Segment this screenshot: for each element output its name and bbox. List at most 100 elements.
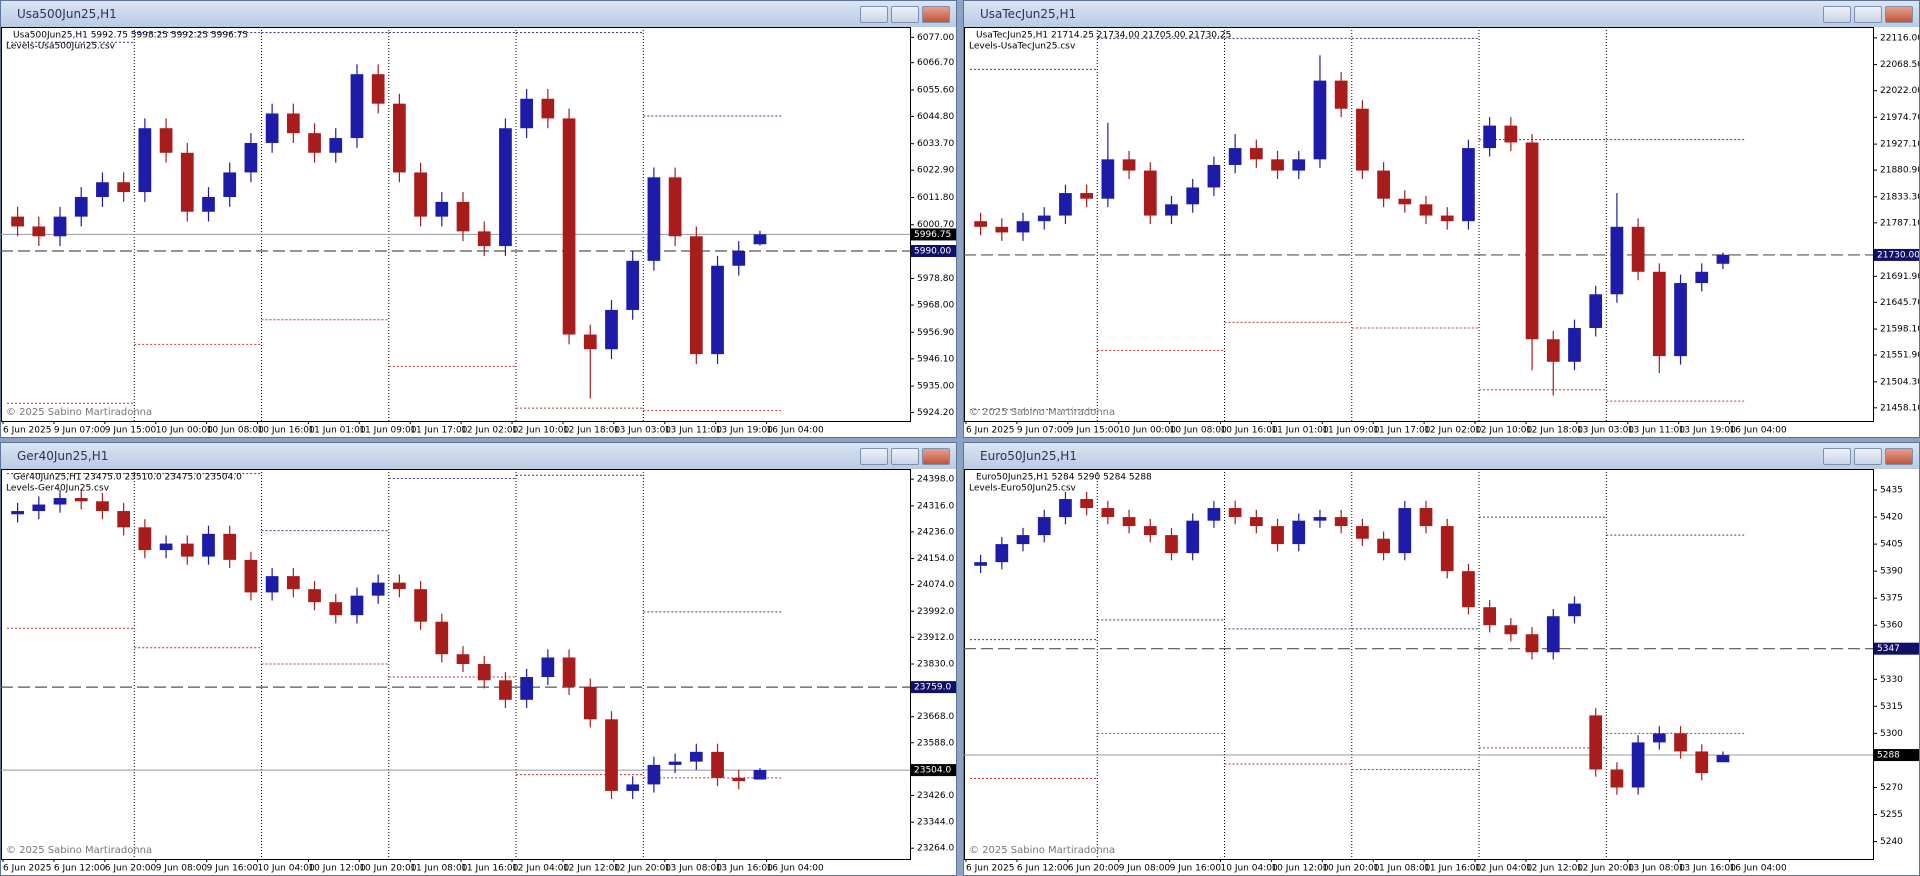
y-tick-label: 21787.10 — [1880, 218, 1919, 228]
x-tick-label: 10 Jun 20:00 — [359, 864, 416, 874]
candle-body — [1080, 499, 1094, 509]
x-tick-label: 16 Jun 04:00 — [1730, 864, 1787, 874]
candle-body — [1143, 526, 1157, 536]
copyright: © 2025 Sabino Martiradonna — [969, 845, 1115, 856]
candle-body — [711, 751, 724, 778]
candle-body — [711, 265, 724, 355]
candle-body — [244, 559, 258, 593]
y-tick-label: 23588.0 — [917, 738, 954, 748]
candle-body — [1186, 520, 1200, 554]
x-tick-label: 9 Jun 08:00 — [1119, 864, 1171, 874]
maximize-button[interactable] — [1854, 6, 1882, 23]
candle-body — [202, 196, 215, 212]
y-tick-label: 5420 — [1880, 513, 1903, 523]
candle-body — [1313, 80, 1327, 160]
x-tick-label: 6 Jun 2025 — [3, 864, 51, 874]
candle-body — [435, 621, 449, 655]
maximize-button[interactable] — [1854, 448, 1882, 465]
candle-body — [1652, 271, 1666, 357]
candle-body — [11, 511, 24, 515]
candle-body — [562, 118, 576, 335]
candle-body — [1525, 142, 1539, 340]
chart: 5435 5420 5405 5390 5375 5360 5330 5315 5300 5270… — [964, 469, 1919, 874]
window-buttons — [860, 448, 950, 465]
candle-body — [1462, 148, 1475, 222]
close-button[interactable] — [922, 448, 950, 465]
candle-body — [520, 98, 534, 129]
x-tick-label: 12 Jun 12:00 — [563, 864, 620, 874]
candle-body — [1483, 125, 1497, 149]
symbol-info: Euro50Jun25,H1 5284 5290 5284 5288 — [976, 473, 1152, 483]
candle-body — [53, 216, 67, 237]
y-tick-label: 24316.0 — [917, 501, 954, 511]
candle-body — [117, 182, 131, 193]
y-tick-label: 24398.0 — [917, 475, 954, 485]
candle-body — [626, 784, 640, 791]
y-tick-label: 22022.00 — [1880, 86, 1919, 96]
y-tick-label: 6055.60 — [917, 85, 954, 95]
minimize-button[interactable] — [860, 448, 888, 465]
x-tick-label: 13 Jun 16:00 — [1679, 864, 1736, 874]
x-tick-label: 11 Jun 08:00 — [1373, 864, 1430, 874]
candle-body — [1292, 520, 1306, 545]
chart: 22116.00 22068.50 22022.00 21974.70 21927.10… — [964, 27, 1919, 436]
candle-body — [753, 770, 767, 780]
x-tick-label: 16 Jun 04:00 — [767, 426, 824, 436]
copyright: © 2025 Sabino Martiradonna — [969, 407, 1115, 418]
candle-body — [499, 128, 512, 247]
candle-body — [456, 201, 470, 232]
candle-body — [583, 334, 597, 350]
y-tick-label: 22116.00 — [1880, 33, 1919, 43]
candle-body — [96, 182, 109, 197]
candle-body — [1546, 339, 1560, 362]
window-title: Euro50Jun25,H1 — [980, 449, 1077, 463]
level-price-label: 5347 — [1877, 644, 1900, 654]
candle-body — [1419, 508, 1433, 527]
candle-body — [668, 761, 682, 765]
candle-body — [520, 677, 534, 700]
x-tick-label: 9 Jun 07:00 — [1017, 426, 1069, 436]
candle-body — [32, 226, 46, 237]
x-tick-label: 6 Jun 2025 — [966, 426, 1014, 436]
candle-body — [1165, 204, 1178, 216]
candle-body — [1122, 159, 1136, 171]
candle-body — [1016, 535, 1030, 545]
close-button[interactable] — [1885, 6, 1913, 23]
y-tick-label: 23830.0 — [917, 660, 954, 670]
candle-body — [583, 686, 597, 720]
x-tick-label: 10 Jun 12:00 — [308, 864, 365, 874]
title-bar: Euro50Jun25,H1 — [964, 443, 1919, 469]
maximize-button[interactable] — [891, 6, 919, 23]
maximize-button[interactable] — [891, 448, 919, 465]
window-title: UsaTecJun25,H1 — [980, 7, 1077, 21]
candle-body — [1016, 221, 1030, 233]
candle-body — [1080, 193, 1094, 199]
y-tick-label: 23992.0 — [917, 607, 954, 617]
x-tick-label: 9 Jun 16:00 — [1170, 864, 1222, 874]
y-tick-label: 23264.0 — [917, 844, 954, 854]
candle-body — [11, 216, 24, 227]
window-buttons — [1823, 6, 1913, 23]
minimize-button[interactable] — [860, 6, 888, 23]
plot-frame — [964, 27, 1874, 422]
symbol-info: Usa500Jun25,H1 5992.75 5998.25 5992.25 5… — [13, 31, 248, 41]
minimize-button[interactable] — [1823, 6, 1851, 23]
indicator-name: Levels-Euro50Jun25.csv — [969, 484, 1077, 494]
x-tick-label: 11 Jun 01:00 — [1271, 426, 1328, 436]
candle-body — [1546, 616, 1560, 653]
candle-body — [1313, 517, 1327, 521]
close-button[interactable] — [1885, 448, 1913, 465]
minimize-button[interactable] — [1823, 448, 1851, 465]
close-button[interactable] — [922, 6, 950, 23]
y-tick-label: 5405 — [1880, 540, 1903, 550]
x-tick-label: 9 Jun 15:00 — [105, 426, 157, 436]
y-tick-label: 21974.70 — [1880, 113, 1919, 123]
candle-body — [1695, 271, 1709, 284]
x-tick-label: 12 Jun 18:00 — [1526, 426, 1583, 436]
candle-body — [647, 177, 661, 261]
x-tick-label: 12 Jun 10:00 — [512, 426, 569, 436]
indicator-name: Levels-Ger40Jun25.csv — [6, 484, 110, 494]
y-tick-label: 5270 — [1880, 783, 1903, 793]
candle-body — [1504, 125, 1518, 143]
